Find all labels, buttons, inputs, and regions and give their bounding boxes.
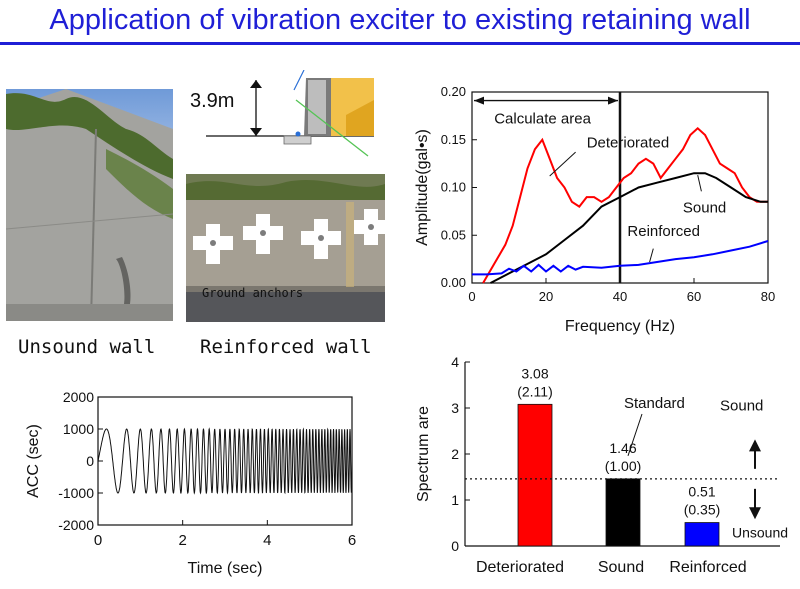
y-axis-title: ACC (sec) [25, 424, 42, 498]
y-tick-label: 0.20 [441, 84, 466, 99]
sound-pointer [697, 174, 702, 192]
standard-label: Standard [624, 395, 685, 412]
x-tick-label: 6 [348, 532, 356, 549]
page-title: Application of vibration exciter to exis… [49, 4, 751, 36]
x-tick-label: 4 [263, 532, 271, 549]
anchor-line [295, 99, 369, 157]
x-axis-title: Time (sec) [188, 560, 263, 577]
sound-side-label: Sound [720, 397, 763, 414]
reinforced-annotation: Reinforced [627, 223, 700, 240]
sound-annotation: Sound [683, 199, 726, 216]
y-tick-label: 2000 [63, 389, 94, 405]
x-tick-label: 40 [613, 289, 627, 304]
bar-value-label: 3.08 [521, 365, 548, 381]
calc-area-label-bg [490, 105, 613, 128]
category-label: Sound [598, 559, 644, 576]
bar-value-label: 1.46 [609, 440, 636, 456]
reinforced-pointer [649, 248, 654, 263]
calc-area-arrowhead-right [608, 96, 618, 105]
x-tick-label: 2 [178, 532, 186, 549]
x-tick-label: 60 [687, 289, 701, 304]
y-tick-label: -2000 [58, 517, 94, 533]
x-tick-label: 20 [539, 289, 553, 304]
y-tick-label: 2 [451, 446, 459, 462]
bar-ratio-label: (1.00) [605, 458, 642, 474]
category-label: Reinforced [669, 559, 746, 576]
x-tick-label: 0 [468, 289, 475, 304]
y-tick-label: 0.05 [441, 227, 466, 242]
bar-ratio-label: (2.11) [517, 383, 553, 399]
y-tick-label: 4 [451, 354, 459, 370]
y-tick-label: 0.10 [441, 180, 466, 195]
unsound-wall-photo [6, 89, 173, 321]
spectrum-area-bar-chart: 0 1 2 3 4 Spectrum are 3.08 (2.11) Deteriorated 1… [415, 354, 788, 576]
y-tick-label: 0.15 [441, 132, 466, 147]
deteriorated-pointer [549, 151, 576, 177]
series-line-sound [490, 172, 768, 284]
x-axis-title: Frequency (Hz) [565, 318, 675, 335]
y-tick-label: 3 [451, 400, 459, 416]
bar-deteriorated [517, 403, 553, 547]
calc-area-label: Calculate area [494, 111, 591, 128]
y-axis-title: Amplitude(gal•s) [414, 129, 431, 246]
wall-section-diagram: 3.9m [190, 70, 374, 157]
deteriorated-annotation: Deteriorated [587, 134, 670, 151]
bar-ratio-label: (0.35) [684, 502, 721, 518]
reinforced-wall-caption: Reinforced wall [200, 336, 372, 358]
unsound-side-label: Unsound [732, 524, 788, 540]
y-tick-label: -1000 [58, 485, 94, 501]
reinforced-wall-photo [186, 174, 385, 322]
y-tick-label: 1 [451, 492, 459, 508]
title-underline [0, 42, 800, 45]
bar-sound [605, 478, 641, 547]
ground-anchors-label: Ground anchors [202, 286, 304, 300]
acceleration-time-chart: 0 2 4 6 -2000 -1000 0 1000 2000 Time (sec) ACC (se… [25, 389, 356, 577]
reinforced-wall-drawing [186, 174, 385, 322]
y-tick-label: 0.00 [441, 275, 466, 290]
unsound-wall-caption: Unsound wall [18, 336, 156, 358]
bar-reinforced [684, 522, 720, 547]
calc-area-arrowhead-left [474, 96, 484, 105]
y-tick-label: 1000 [63, 421, 94, 437]
sound-arrowhead [749, 439, 761, 452]
standard-pointer [627, 413, 643, 456]
y-axis-title: Spectrum are [415, 406, 432, 502]
series-line-deteriorated [482, 126, 768, 284]
y-tick-label: 0 [451, 538, 459, 554]
series-line-reinforced [472, 240, 769, 276]
x-tick-label: 80 [761, 289, 775, 304]
sweep-signal-line [97, 427, 353, 495]
wall-height-label: 3.9m [190, 90, 234, 112]
unsound-arrowhead [749, 507, 761, 520]
y-tick-label: 0 [86, 453, 94, 469]
frequency-spectrum-chart: 0 20 40 60 80 0.00 0.05 0.10 0.15 0.20 Frequency (… [414, 84, 775, 335]
unsound-wall-drawing [6, 89, 173, 321]
bar-value-label: 0.51 [688, 484, 715, 500]
x-tick-label: 0 [94, 532, 102, 549]
category-label: Deteriorated [476, 559, 564, 576]
